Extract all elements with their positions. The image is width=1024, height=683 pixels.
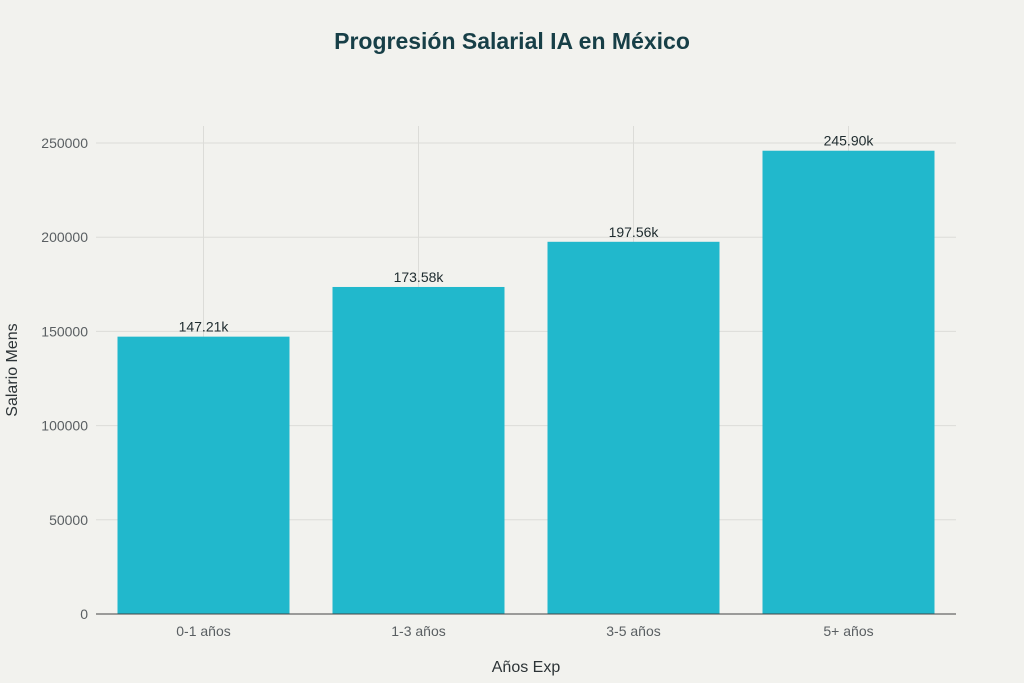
x-tick-label: 1-3 años [391,623,445,639]
bar [547,241,720,614]
y-tick-label: 150000 [41,323,88,339]
labels-layer: 0 50000 100000 150000 200000 250000 147.21k 0-1… [41,133,874,639]
bar-data-label: 147.21k [179,319,230,335]
bar [117,336,290,614]
x-tick-label: 0-1 años [176,623,230,639]
y-tick-label: 100000 [41,418,88,434]
bar-data-label: 173.58k [394,269,445,285]
bar [762,150,935,614]
x-tick-label: 5+ años [823,623,873,639]
x-axis-title: Años Exp [492,659,561,676]
y-axis-title: Salario Mens [4,323,21,416]
y-tick-label: 200000 [41,229,88,245]
x-tick-label: 3-5 años [606,623,660,639]
y-tick-label: 0 [80,606,88,622]
bar-data-label: 197.56k [609,224,660,240]
chart-title: Progresión Salarial IA en México [334,28,690,54]
y-tick-label: 50000 [49,512,88,528]
bar [332,286,505,614]
y-tick-label: 250000 [41,135,88,151]
bar-data-label: 245.90k [824,133,875,149]
bars-layer [117,150,935,614]
